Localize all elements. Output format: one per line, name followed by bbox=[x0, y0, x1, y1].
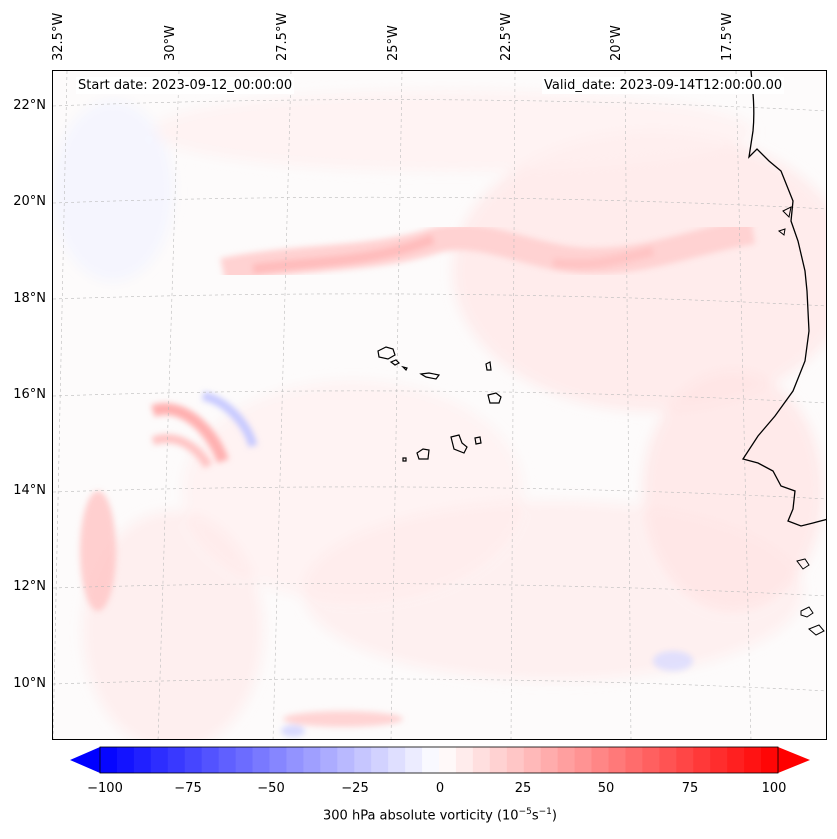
colorbar-cell bbox=[320, 747, 338, 773]
colorbar bbox=[70, 746, 810, 774]
colorbar-tick-minus25: −25 bbox=[341, 781, 369, 796]
colorbar-cell bbox=[100, 747, 118, 773]
colorbar-cell bbox=[286, 747, 304, 773]
colorbar-cell bbox=[269, 747, 287, 773]
lon-label-22-5w: 22.5°W bbox=[499, 12, 514, 61]
colorbar-cell bbox=[506, 747, 525, 773]
colorbar-cell bbox=[116, 747, 135, 773]
colorbar-cell bbox=[659, 747, 677, 773]
colorbar-cell bbox=[693, 747, 711, 773]
lat-label-14n: 14°N bbox=[13, 483, 46, 498]
colorbar-label: 300 hPa absolute vorticity (10−5s−1) bbox=[323, 807, 557, 824]
colorbar-cell bbox=[574, 747, 593, 773]
colorbar-cell bbox=[167, 747, 186, 773]
colorbar-cell bbox=[557, 747, 576, 773]
colorbar-cell bbox=[337, 747, 355, 773]
colorbar-cell bbox=[676, 747, 694, 773]
colorbar-cell bbox=[489, 747, 508, 773]
lon-label-25w: 25°W bbox=[386, 25, 401, 61]
colorbar-cell bbox=[472, 747, 491, 773]
colorbar-cell bbox=[591, 747, 609, 773]
valid-date-annotation: Valid_date: 2023-09-14T12:00:00.00 bbox=[542, 77, 785, 94]
colorbar-cell bbox=[727, 747, 745, 773]
lat-label-18n: 18°N bbox=[13, 291, 46, 306]
colorbar-cell bbox=[388, 747, 406, 773]
colorbar-cell bbox=[642, 747, 660, 773]
lon-label-32-5w: 32.5°W bbox=[51, 12, 66, 61]
colorbar-cell bbox=[540, 747, 559, 773]
colorbar-cell bbox=[218, 747, 237, 773]
coastal-islands bbox=[777, 206, 825, 636]
lon-label-17-5w: 17.5°W bbox=[720, 12, 735, 61]
colorbar-tick-25: 25 bbox=[514, 781, 532, 796]
colorbar-tick-minus75: −75 bbox=[174, 781, 202, 796]
colorbar-cell bbox=[422, 747, 440, 773]
colorbar-cell bbox=[252, 747, 270, 773]
colorbar-cell bbox=[303, 747, 321, 773]
colorbar-tick-0: 0 bbox=[435, 781, 445, 796]
graticule bbox=[53, 71, 826, 739]
vorticity-band bbox=[220, 218, 756, 284]
colorbar-cell bbox=[235, 747, 254, 773]
colorbar-cell bbox=[405, 747, 423, 773]
colorbar-cell bbox=[523, 747, 542, 773]
start-date-annotation: Start date: 2023-09-12_00:00:00 bbox=[76, 77, 295, 94]
colorbar-cell bbox=[744, 747, 762, 773]
colorbar-cell bbox=[625, 747, 643, 773]
colorbar-cell bbox=[201, 747, 220, 773]
colorbar-tick-minus100: −100 bbox=[87, 781, 123, 796]
colorbar-cell bbox=[710, 747, 728, 773]
colorbar-cell bbox=[371, 747, 389, 773]
colorbar-cell bbox=[150, 747, 169, 773]
cape-verde-islands bbox=[377, 346, 502, 462]
map-plot-area[interactable] bbox=[52, 70, 827, 740]
lat-label-20n: 20°N bbox=[13, 194, 46, 209]
colorbar-cell bbox=[455, 747, 474, 773]
colorbar-cell bbox=[133, 747, 152, 773]
colorbar-tick-50: 50 bbox=[597, 781, 615, 796]
colorbar-tick-minus50: −50 bbox=[257, 781, 285, 796]
colorbar-tick-100: 100 bbox=[761, 781, 787, 796]
colorbar-cell bbox=[439, 747, 457, 773]
colorbar-cell bbox=[354, 747, 372, 773]
colorbar-cell bbox=[184, 747, 203, 773]
lat-label-12n: 12°N bbox=[13, 579, 46, 594]
colorbar-cell bbox=[761, 747, 779, 773]
vorticity-field bbox=[53, 71, 826, 739]
africa-coastline bbox=[741, 71, 826, 527]
lat-label-10n: 10°N bbox=[13, 676, 46, 691]
lon-label-30w: 30°W bbox=[163, 25, 178, 61]
colorbar-min-extension bbox=[70, 747, 100, 773]
vorticity-background bbox=[53, 91, 826, 739]
vorticity-wave bbox=[80, 391, 693, 737]
colorbar-tick-75: 75 bbox=[681, 781, 699, 796]
lon-label-27-5w: 27.5°W bbox=[275, 12, 290, 61]
colorbar-max-extension bbox=[778, 747, 810, 773]
lat-label-16n: 16°N bbox=[13, 387, 46, 402]
colorbar-cell bbox=[608, 747, 626, 773]
lat-label-22n: 22°N bbox=[13, 98, 46, 113]
lon-label-20w: 20°W bbox=[609, 25, 624, 61]
